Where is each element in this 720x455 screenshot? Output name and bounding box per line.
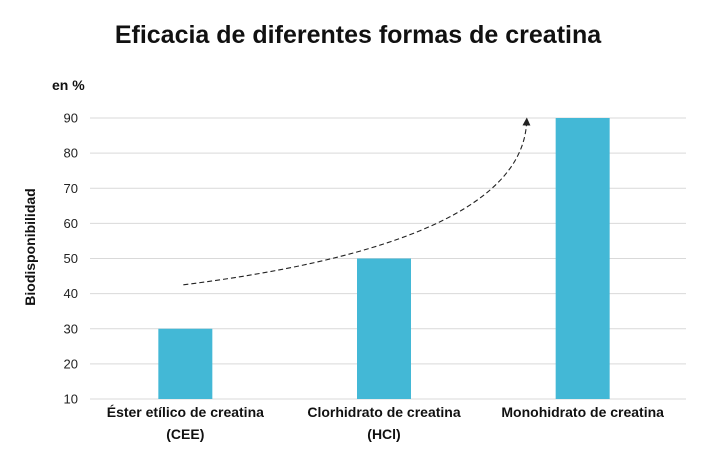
y-tick-label: 40 (64, 286, 78, 301)
y-tick-label: 90 (64, 111, 78, 126)
y-tick-label: 30 (64, 321, 78, 336)
bar (357, 258, 411, 399)
trend-arrow (183, 117, 531, 286)
bar (555, 118, 610, 399)
x-category-label: Monohidrato de creatina (501, 404, 664, 420)
x-category-label: (CEE) (166, 426, 204, 442)
y-tick-labels: 10 20 30 40 50 60 70 80 90 (64, 111, 78, 407)
trend-arrow-path (183, 117, 531, 286)
y-tick-label: 10 (64, 392, 78, 407)
x-category-label: Éster etílico de creatina (107, 404, 264, 420)
y-tick-label: 50 (64, 251, 78, 266)
y-tick-label: 60 (64, 216, 78, 231)
bar (158, 328, 213, 399)
y-tick-label: 70 (64, 181, 78, 196)
y-unit-label: en % (52, 77, 85, 93)
bars (158, 118, 610, 399)
chart-title: Eficacia de diferentes formas de creatin… (115, 21, 602, 49)
x-category-label: Clorhidrato de creatina (307, 404, 460, 420)
y-tick-label: 80 (64, 146, 78, 161)
y-axis-label: Biodisponibilidad (22, 188, 38, 305)
category-labels: Éster etílico de creatina (CEE) Clorhidrat… (107, 404, 664, 442)
x-category-label: (HCl) (367, 426, 400, 442)
y-tick-label: 20 (64, 356, 78, 371)
